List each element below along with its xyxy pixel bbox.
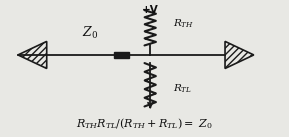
Text: +V: +V xyxy=(142,5,159,15)
Text: $R_{TH}$: $R_{TH}$ xyxy=(173,18,194,30)
Text: $R_{TL}$: $R_{TL}$ xyxy=(173,83,192,95)
Bar xyxy=(114,52,129,58)
Text: $R_{TH}R_{TL}/(R_{TH}+R_{TL})=\ Z_0$: $R_{TH}R_{TL}/(R_{TH}+R_{TL})=\ Z_0$ xyxy=(76,116,213,131)
Text: $Z_0$: $Z_0$ xyxy=(82,25,98,41)
